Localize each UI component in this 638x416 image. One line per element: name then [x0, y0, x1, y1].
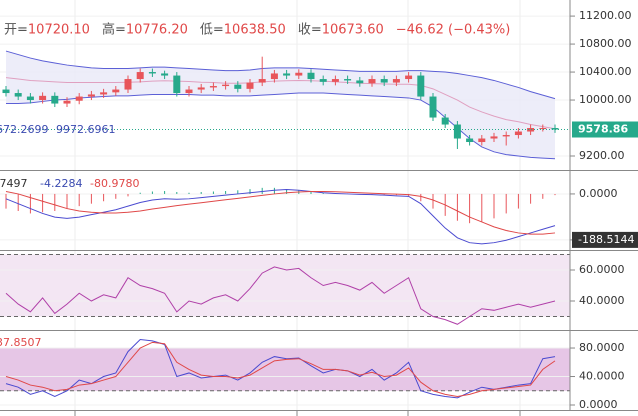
candle-body: [14, 93, 22, 97]
candle-body: [161, 73, 169, 76]
candle-body: [39, 95, 47, 101]
candle-body: [356, 80, 364, 84]
y-tick-label: 40.0000: [579, 294, 625, 307]
indicator-label: -4.2284: [40, 177, 82, 190]
candle-body: [197, 87, 205, 90]
candle-body: [319, 79, 327, 82]
series-line: [5, 266, 556, 325]
indicator-label: 37.8507: [0, 336, 42, 349]
indicator-label: 9972.6961: [56, 123, 116, 136]
header-value: 10720.10: [28, 23, 90, 38]
candle-body: [514, 131, 522, 136]
y-tick-label: 9200.00: [579, 149, 625, 162]
y-tick-label: 11200.00: [579, 9, 632, 22]
axis-area: [570, 0, 638, 416]
header-label: 低=: [200, 23, 224, 38]
header-label: 高=: [102, 22, 126, 38]
candle-body: [234, 84, 242, 89]
candle-body: [368, 79, 376, 84]
candle-body: [478, 138, 486, 143]
series-line: [6, 92, 556, 160]
series-line: [5, 50, 556, 100]
candle-body: [75, 96, 83, 101]
candle-body: [392, 79, 400, 83]
candle-body: [453, 124, 461, 139]
candle-body: [307, 72, 315, 80]
last-price-label: 9578.86: [578, 123, 628, 136]
indicator-label: -80.9780: [90, 177, 139, 190]
indicator-label: 672.2699: [0, 123, 49, 136]
header-value: −46.62 (−0.43%): [396, 23, 511, 38]
candle-body: [283, 73, 291, 76]
candle-body: [539, 128, 547, 130]
series-line: [5, 191, 556, 235]
candle-body: [209, 86, 217, 88]
series-line: [5, 77, 556, 130]
candle-body: [466, 138, 474, 143]
candle-body: [222, 84, 230, 87]
y-tick-label: 40.0000: [579, 370, 625, 383]
candle-body: [331, 79, 339, 82]
overlay: 11200.00 10800.00 10400.00 10000.00 9200.00 9…: [0, 9, 638, 411]
candle-body: [429, 96, 437, 118]
candle-body: [26, 96, 34, 101]
plot: [0, 15, 570, 406]
header-label: 收=: [298, 23, 322, 38]
candle-body: [527, 128, 535, 132]
candle-body: [100, 92, 108, 95]
last-price-tag: [572, 121, 638, 138]
candle-body: [270, 73, 278, 80]
candle-body: [380, 79, 388, 83]
y-tick-label: 10800.00: [579, 37, 632, 50]
candle-body: [112, 89, 120, 93]
level-band: [0, 254, 570, 317]
candle-body: [51, 95, 59, 104]
candle-body: [124, 79, 132, 90]
candle-body: [344, 79, 352, 81]
candle-body: [2, 89, 10, 94]
header-label: 开=: [4, 23, 28, 38]
value-tag: [572, 231, 638, 248]
candle-body: [441, 117, 449, 125]
series-line: [5, 189, 556, 245]
candle-body: [63, 100, 71, 104]
candle-body: [148, 72, 156, 74]
y-tick-label: -188.5144: [578, 233, 634, 246]
level-band: [0, 348, 570, 391]
candle-body: [87, 94, 95, 97]
y-tick-label: 10400.00: [579, 65, 632, 78]
y-tick-label: 80.0000: [579, 341, 625, 354]
series-line: [5, 341, 556, 397]
y-tick-label: 0.0000: [579, 398, 618, 411]
candle-body: [502, 135, 510, 137]
candle-body: [258, 79, 266, 83]
header-value: 10638.50: [224, 23, 286, 38]
header-value: 10673.60: [322, 23, 384, 38]
candle-body: [136, 72, 144, 80]
indicator-label: .7497: [0, 177, 28, 190]
candle-body: [173, 75, 181, 94]
candle-body: [185, 89, 193, 94]
y-tick-label: 10000.00: [579, 93, 632, 106]
candle-body: [246, 82, 254, 89]
y-tick-label: 60.0000: [579, 263, 625, 276]
candle-body: [417, 75, 425, 97]
header-value: 10776.20: [126, 23, 188, 38]
candle-body: [551, 128, 559, 130]
candle-body: [295, 72, 303, 76]
y-tick-label: 0.0000: [579, 187, 618, 200]
candle-body: [405, 75, 413, 80]
candle-body: [490, 136, 498, 139]
